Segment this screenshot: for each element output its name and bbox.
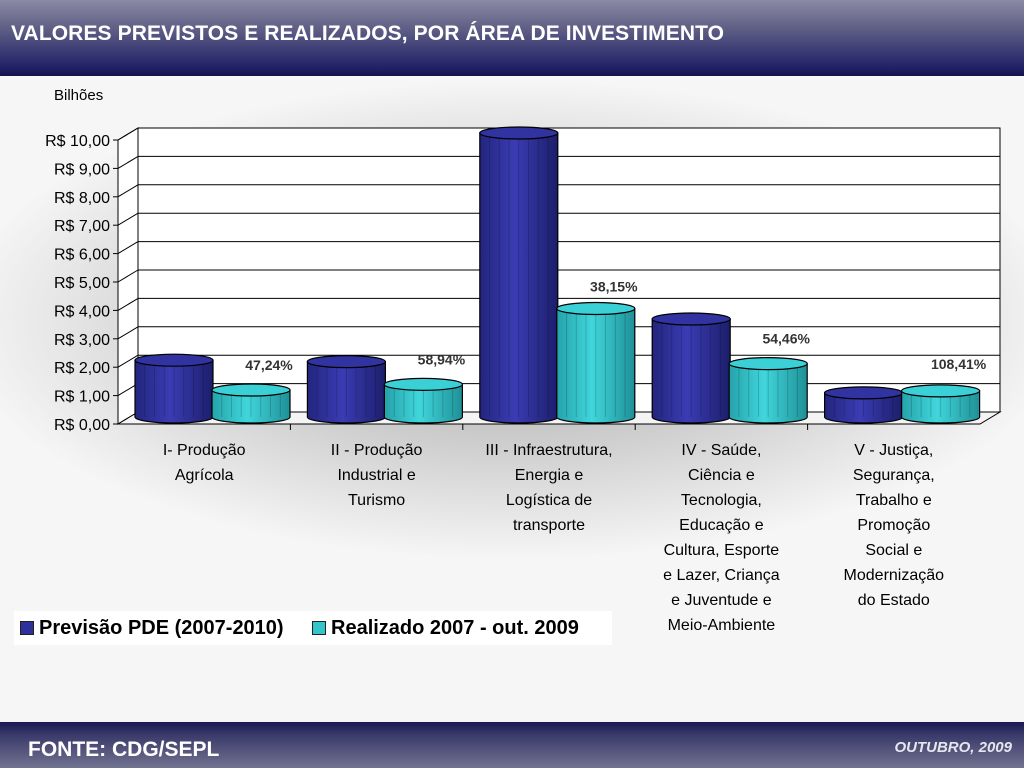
x-tick-label: IV - Saúde, bbox=[681, 442, 761, 459]
x-tick-label: Promoção bbox=[857, 517, 930, 534]
source-label: FONTE: CDG/SEPL bbox=[28, 738, 220, 761]
gridline-side bbox=[117, 269, 139, 283]
data-label: 108,41% bbox=[931, 356, 987, 372]
gridline-side bbox=[117, 212, 139, 226]
x-tick-label: V - Justiça, bbox=[854, 442, 933, 459]
gridline-side bbox=[117, 241, 139, 255]
bar-realizado-cap bbox=[383, 377, 463, 391]
legend-item-realizado: Realizado 2007 - out. 2009 bbox=[312, 617, 579, 639]
x-tick-label: Educação e bbox=[679, 517, 764, 534]
gridline-side bbox=[117, 354, 139, 368]
bar-realizado bbox=[383, 377, 463, 424]
footer-bar bbox=[0, 722, 1024, 768]
bar-realizado bbox=[211, 383, 291, 424]
x-tick-label: Social e bbox=[865, 542, 922, 559]
y-tick-label: R$ 7,00 bbox=[54, 218, 110, 235]
y-unit-label: Bilhões bbox=[54, 87, 104, 104]
y-tick-label: R$ 0,00 bbox=[54, 417, 110, 434]
bar-previsao-cap bbox=[134, 353, 214, 367]
x-tick-label: III - Infraestrutura, bbox=[485, 442, 612, 459]
bar-realizado-body bbox=[556, 307, 636, 424]
bar-previsao-cap bbox=[823, 386, 904, 400]
bar-realizado-body bbox=[728, 363, 808, 424]
x-tick-label: Modernização bbox=[844, 567, 945, 584]
header-bar bbox=[0, 0, 1024, 76]
bar-previsao bbox=[134, 353, 214, 424]
x-tick-label: Turismo bbox=[348, 492, 405, 509]
x-tick-label: II - Produção bbox=[331, 442, 423, 459]
legend-label-realizado: Realizado 2007 - out. 2009 bbox=[331, 616, 579, 639]
x-tick-label: e Juventude e bbox=[671, 592, 772, 609]
data-label: 47,24% bbox=[245, 357, 293, 373]
bar-previsao bbox=[479, 126, 559, 424]
bar-realizado-body bbox=[901, 390, 981, 424]
gridline-side bbox=[117, 184, 139, 198]
y-tick-label: R$ 6,00 bbox=[54, 247, 110, 264]
x-tick-label: Energia e bbox=[515, 467, 584, 484]
y-tick-label: R$ 8,00 bbox=[54, 190, 110, 207]
legend-swatch-realizado bbox=[312, 621, 326, 635]
date-label: OUTUBRO, 2009 bbox=[894, 739, 1012, 756]
x-tick-label: Meio-Ambiente bbox=[668, 617, 776, 634]
bar-realizado bbox=[900, 384, 981, 424]
gridline-side bbox=[117, 155, 139, 169]
bar-realizado-cap bbox=[900, 384, 981, 398]
y-tick-label: R$ 10,00 bbox=[45, 133, 110, 150]
x-tick-label: Logística de bbox=[506, 492, 592, 509]
bar-previsao-cap bbox=[651, 312, 731, 326]
y-tick-label: R$ 3,00 bbox=[54, 332, 110, 349]
bar-previsao-cap bbox=[306, 355, 386, 369]
page-title: VALORES PREVISTOS E REALIZADOS, POR ÁREA… bbox=[11, 22, 725, 45]
bar-previsao bbox=[306, 355, 386, 424]
data-label: 58,94% bbox=[418, 351, 466, 367]
x-tick-label: Trabalho e bbox=[856, 492, 932, 509]
y-tick-label: R$ 9,00 bbox=[54, 161, 110, 178]
bar-realizado-cap bbox=[211, 383, 291, 397]
y-tick-label: R$ 5,00 bbox=[54, 275, 110, 292]
bar-realizado-cap bbox=[556, 301, 636, 316]
data-label: 54,46% bbox=[762, 331, 810, 347]
x-tick-label: Industrial e bbox=[337, 467, 415, 484]
bar-previsao-body bbox=[134, 359, 214, 424]
bar-previsao-cap bbox=[479, 126, 559, 140]
x-tick-label: Segurança, bbox=[853, 467, 935, 484]
gridline-side bbox=[117, 127, 139, 141]
y-tick-label: R$ 2,00 bbox=[54, 360, 110, 377]
data-label: 38,15% bbox=[590, 279, 638, 295]
bar-realizado bbox=[556, 301, 636, 424]
bar-realizado-body bbox=[211, 389, 291, 424]
bar-previsao bbox=[823, 386, 904, 424]
x-tick-label: e Lazer, Criança bbox=[663, 567, 780, 584]
gridline-side bbox=[117, 326, 139, 340]
legend-label-previsao: Previsão PDE (2007-2010) bbox=[39, 616, 284, 639]
bar-realizado-body bbox=[383, 383, 463, 424]
bar-previsao-body bbox=[651, 318, 731, 424]
chart-legend: Previsão PDE (2007-2010) Realizado 2007 … bbox=[14, 611, 612, 645]
x-tick-label: I- Produção bbox=[163, 442, 246, 459]
legend-item-previsao: Previsão PDE (2007-2010) bbox=[20, 617, 284, 639]
x-tick-label: Ciência e bbox=[688, 467, 755, 484]
y-tick-label: R$ 4,00 bbox=[54, 303, 110, 320]
x-tick-label: Agrícola bbox=[175, 467, 234, 484]
bar-previsao-body bbox=[306, 361, 386, 424]
y-tick-label: R$ 1,00 bbox=[54, 389, 110, 406]
bar-previsao-body bbox=[824, 392, 904, 424]
bar-realizado-cap bbox=[728, 357, 808, 371]
bar-realizado bbox=[728, 357, 808, 424]
x-tick-label: Cultura, Esporte bbox=[664, 542, 780, 559]
bar-previsao-body bbox=[479, 132, 559, 424]
bar-previsao bbox=[651, 312, 731, 424]
x-tick-label: do Estado bbox=[858, 592, 930, 609]
legend-swatch-previsao bbox=[20, 621, 34, 635]
x-tick-label: transporte bbox=[513, 517, 585, 534]
x-tick-label: Tecnologia, bbox=[681, 492, 762, 509]
gridline-side bbox=[117, 297, 139, 311]
